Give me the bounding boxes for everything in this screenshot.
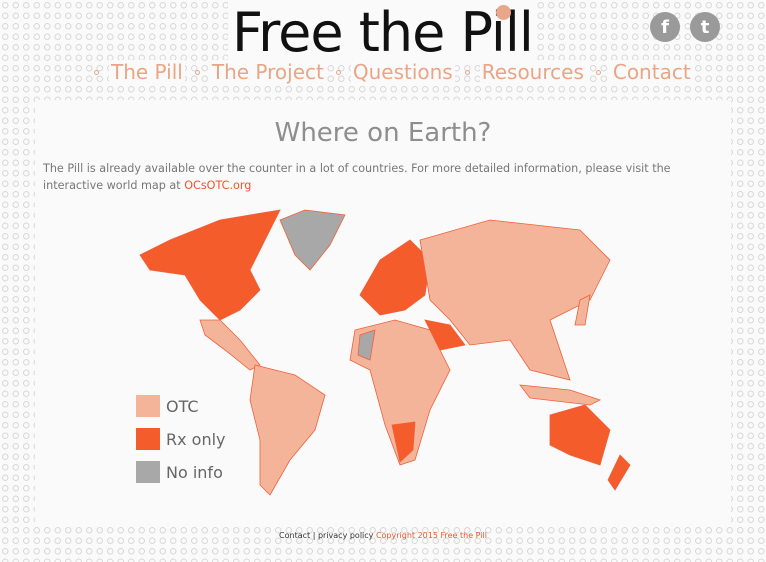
north-america bbox=[139, 209, 281, 321]
legend-no-info: No info bbox=[136, 461, 226, 483]
main-nav: The Pill The Project Questions Resources… bbox=[90, 60, 693, 84]
nav-questions[interactable]: Questions bbox=[350, 60, 455, 84]
twitter-icon[interactable]: t bbox=[690, 12, 720, 42]
europe bbox=[359, 239, 431, 316]
sahara-no-info bbox=[357, 329, 376, 361]
page-title: Where on Earth? bbox=[274, 118, 492, 148]
japan bbox=[574, 294, 591, 326]
nav-the-pill[interactable]: The Pill bbox=[109, 60, 185, 84]
world-map bbox=[139, 209, 631, 496]
privacy-policy-link[interactable]: privacy policy bbox=[317, 531, 374, 540]
russia-asia bbox=[419, 219, 611, 381]
middle-east bbox=[424, 319, 466, 351]
central-america bbox=[199, 319, 261, 371]
south-america bbox=[249, 364, 326, 496]
footer: Contact | privacy policy Copyright 2015 … bbox=[279, 531, 487, 540]
legend-otc: OTC bbox=[136, 395, 226, 417]
nav-contact[interactable]: Contact bbox=[610, 60, 693, 84]
map-legend: OTC Rx only No info bbox=[136, 395, 226, 494]
logo[interactable]: Free the Pill bbox=[228, 2, 537, 64]
australia bbox=[549, 404, 611, 466]
indonesia bbox=[519, 384, 602, 406]
africa bbox=[349, 319, 451, 466]
greenland bbox=[279, 209, 346, 271]
ocsotc-link[interactable]: OCsOTC.org bbox=[184, 179, 252, 192]
southern-africa bbox=[391, 421, 416, 463]
copyright: Copyright 2015 Free the Pill bbox=[375, 531, 487, 540]
new-zealand bbox=[607, 454, 631, 491]
facebook-icon[interactable]: f bbox=[650, 12, 680, 42]
nav-resources[interactable]: Resources bbox=[479, 60, 586, 84]
footer-contact-link[interactable]: Contact bbox=[279, 531, 311, 540]
nav-the-project[interactable]: The Project bbox=[209, 60, 326, 84]
legend-rx-only: Rx only bbox=[136, 428, 226, 450]
intro-text: The Pill is already available over the c… bbox=[43, 162, 671, 192]
pill-dot bbox=[496, 5, 511, 20]
